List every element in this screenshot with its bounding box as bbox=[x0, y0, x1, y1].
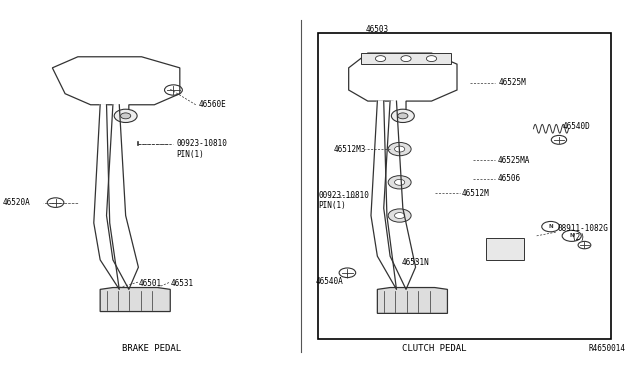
Circle shape bbox=[401, 56, 411, 62]
Text: BRAKE PEDAL: BRAKE PEDAL bbox=[122, 344, 180, 353]
Circle shape bbox=[394, 146, 404, 152]
Text: 46525MA: 46525MA bbox=[497, 155, 529, 165]
Circle shape bbox=[388, 142, 411, 156]
Text: (2): (2) bbox=[572, 233, 586, 242]
Polygon shape bbox=[384, 101, 415, 289]
Text: 46506: 46506 bbox=[497, 174, 520, 183]
Text: 46512M3: 46512M3 bbox=[334, 145, 366, 154]
Text: N: N bbox=[570, 233, 574, 238]
Polygon shape bbox=[100, 288, 170, 311]
Text: 46560E: 46560E bbox=[199, 100, 227, 109]
Bar bbox=[362, 53, 451, 64]
Text: R4650014: R4650014 bbox=[588, 344, 625, 353]
Text: 46503: 46503 bbox=[366, 25, 389, 33]
Text: 46520A: 46520A bbox=[3, 198, 31, 207]
Text: 46525M: 46525M bbox=[499, 78, 526, 87]
Text: PIN(1): PIN(1) bbox=[318, 201, 346, 210]
Polygon shape bbox=[371, 101, 396, 289]
Text: N: N bbox=[548, 224, 553, 229]
Circle shape bbox=[394, 179, 404, 185]
Text: 00923-10810: 00923-10810 bbox=[177, 139, 227, 148]
Polygon shape bbox=[94, 105, 119, 289]
Circle shape bbox=[114, 109, 137, 122]
FancyBboxPatch shape bbox=[486, 238, 524, 260]
Circle shape bbox=[392, 109, 414, 122]
Text: PIN(1): PIN(1) bbox=[177, 150, 204, 159]
Circle shape bbox=[397, 113, 408, 119]
Text: 46512M: 46512M bbox=[461, 189, 489, 198]
Circle shape bbox=[388, 176, 411, 189]
Text: 46531N: 46531N bbox=[401, 258, 429, 267]
Text: CLUTCH PEDAL: CLUTCH PEDAL bbox=[403, 344, 467, 353]
Text: 46540A: 46540A bbox=[316, 278, 344, 286]
Polygon shape bbox=[378, 288, 447, 313]
Text: 08911-1082G: 08911-1082G bbox=[557, 224, 608, 233]
Text: 46501: 46501 bbox=[138, 279, 161, 288]
Circle shape bbox=[376, 56, 386, 62]
Circle shape bbox=[388, 209, 411, 222]
Polygon shape bbox=[106, 105, 138, 289]
Text: 46531: 46531 bbox=[170, 279, 193, 288]
Circle shape bbox=[394, 212, 404, 218]
Circle shape bbox=[426, 56, 436, 62]
Circle shape bbox=[120, 113, 131, 119]
Text: 46540D: 46540D bbox=[562, 122, 590, 131]
Text: 00923-10810: 00923-10810 bbox=[318, 191, 369, 200]
